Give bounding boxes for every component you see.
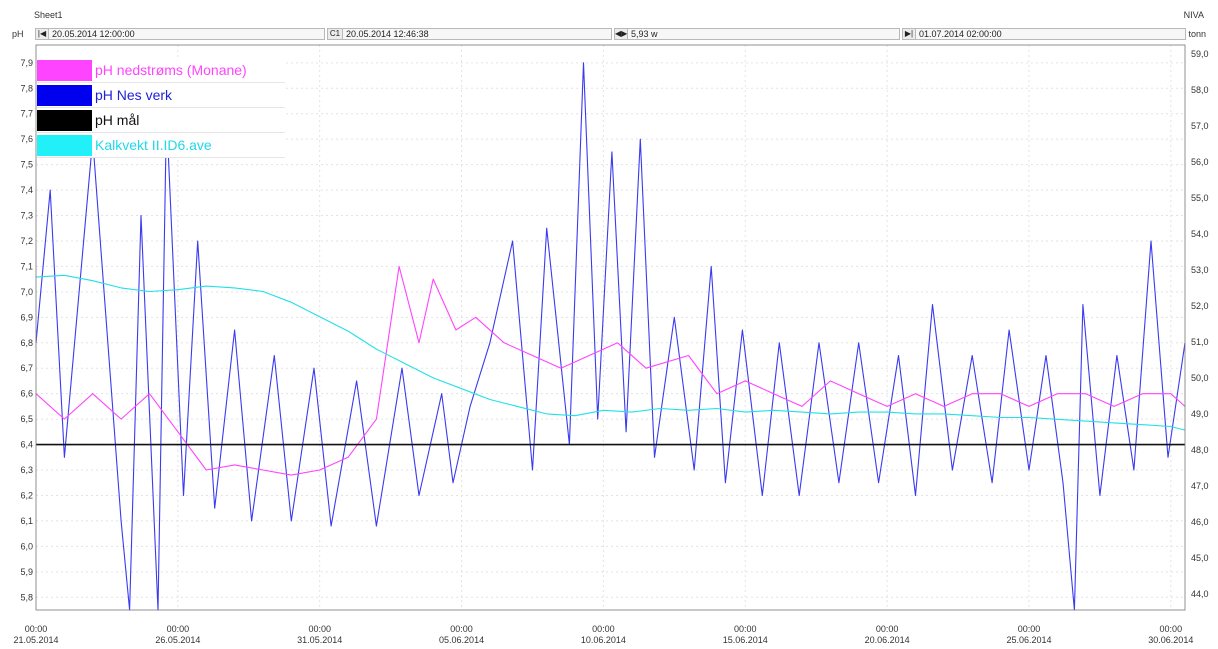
- y-left-tick-label: 7,8: [20, 83, 33, 93]
- start-time-value: 20.05.2014 12:00:00: [52, 29, 135, 39]
- x-tick-time: 00:00: [734, 624, 757, 634]
- right-axis-unit: tonn: [1188, 29, 1206, 39]
- legend-label: pH mål: [95, 112, 140, 128]
- x-tick-time: 00:00: [450, 624, 473, 634]
- x-tick-time: 00:00: [1160, 624, 1183, 634]
- legend-item[interactable]: Kalkvekt II.ID6.ave: [37, 133, 285, 158]
- y-right-tick-label: 51,0: [1191, 337, 1209, 347]
- cursor-time-field[interactable]: C1 20.05.2014 12:46:38: [327, 28, 612, 40]
- end-time-value: 01.07.2014 02:00:00: [919, 29, 1002, 39]
- x-tick-time: 00:00: [25, 624, 48, 634]
- brand-label: NIVA: [1183, 10, 1204, 20]
- legend-swatch: [37, 109, 92, 131]
- y-right-tick-label: 50,0: [1191, 373, 1209, 383]
- x-tick-date: 26.05.2014: [155, 635, 200, 645]
- x-tick-date: 30.06.2014: [1148, 635, 1193, 645]
- y-right-tick-label: 49,0: [1191, 409, 1209, 419]
- y-right-tick-label: 57,0: [1191, 121, 1209, 131]
- x-tick-time: 00:00: [308, 624, 331, 634]
- y-left-tick-label: 6,8: [20, 338, 33, 348]
- legend-label: Kalkvekt II.ID6.ave: [95, 137, 212, 153]
- x-tick-date: 21.05.2014: [13, 635, 58, 645]
- legend-swatch: [37, 134, 92, 156]
- end-time-field[interactable]: ▶| 01.07.2014 02:00:00: [902, 28, 1186, 40]
- top-bar: Sheet1 NIVA: [0, 0, 1218, 28]
- legend-swatch: [37, 59, 92, 81]
- x-tick-date: 05.06.2014: [439, 635, 484, 645]
- y-right-tick-label: 46,0: [1191, 517, 1209, 527]
- legend-item[interactable]: pH Nes verk: [37, 83, 285, 108]
- series-line-ph-nedstroms: [35, 265, 1186, 476]
- y-left-tick-label: 7,9: [20, 58, 33, 68]
- x-axis-ticks: 00:0021.05.201400:0026.05.201400:0031.05…: [13, 624, 1193, 645]
- y-right-tick-label: 55,0: [1191, 193, 1209, 203]
- y-left-tick-label: 5,9: [20, 567, 33, 577]
- span-value: 5,93 w: [631, 29, 658, 39]
- y-right-tick-label: 56,0: [1191, 157, 1209, 167]
- y-left-tick-label: 6,3: [20, 465, 33, 475]
- y-right-tick-label: 59,0: [1191, 49, 1209, 59]
- y-left-tick-label: 7,2: [20, 236, 33, 246]
- x-tick-time: 00:00: [592, 624, 615, 634]
- y-left-tick-label: 6,6: [20, 389, 33, 399]
- legend-item[interactable]: pH mål: [37, 108, 285, 133]
- start-time-field[interactable]: |◀ 20.05.2014 12:00:00: [35, 28, 325, 40]
- x-tick-date: 25.06.2014: [1006, 635, 1051, 645]
- legend-label: pH Nes verk: [95, 87, 173, 103]
- y-left-tick-label: 5,8: [20, 592, 33, 602]
- y-left-tick-label: 6,9: [20, 312, 33, 322]
- y-left-tick-label: 7,4: [20, 185, 33, 195]
- legend: pH nedstrøms (Monane) pH Nes verk pH mål…: [37, 58, 285, 158]
- cursor-time-value: 20.05.2014 12:46:38: [346, 29, 429, 39]
- skip-start-icon[interactable]: |◀: [36, 29, 49, 39]
- left-axis-ticks: 5,8 5,9 6,0 6,1 6,2 6,3 6,4 6,5 6,6 6,7 6,8 6,9 7,0 7…: [20, 58, 33, 602]
- y-left-tick-label: 6,1: [20, 516, 33, 526]
- y-right-tick-label: 54,0: [1191, 229, 1209, 239]
- time-control-bar: pH |◀ 20.05.2014 12:00:00 C1 20.05.2014 …: [0, 28, 1218, 42]
- y-right-tick-label: 52,0: [1191, 301, 1209, 311]
- x-tick-date: 15.06.2014: [723, 635, 768, 645]
- y-left-tick-label: 6,4: [20, 440, 33, 450]
- y-left-tick-label: 7,7: [20, 109, 33, 119]
- y-left-tick-label: 6,7: [20, 363, 33, 373]
- y-left-tick-label: 7,3: [20, 211, 33, 221]
- skip-end-icon[interactable]: ▶|: [903, 29, 916, 39]
- y-right-tick-label: 53,0: [1191, 265, 1209, 275]
- legend-label: pH nedstrøms (Monane): [95, 62, 247, 78]
- left-axis-unit: pH: [12, 29, 24, 39]
- x-tick-date: 10.06.2014: [581, 635, 626, 645]
- legend-item[interactable]: pH nedstrøms (Monane): [37, 58, 285, 83]
- y-left-tick-label: 7,0: [20, 287, 33, 297]
- x-tick-date: 31.05.2014: [297, 635, 342, 645]
- x-tick-date: 20.06.2014: [865, 635, 910, 645]
- x-tick-time: 00:00: [876, 624, 899, 634]
- y-left-tick-label: 6,5: [20, 414, 33, 424]
- series-line-kalkvekt: [35, 274, 1186, 431]
- y-right-tick-label: 48,0: [1191, 445, 1209, 455]
- span-arrows-icon[interactable]: ◀▶: [615, 29, 628, 39]
- y-left-tick-label: 7,6: [20, 134, 33, 144]
- sheet-title: Sheet1: [34, 10, 63, 20]
- x-tick-time: 00:00: [167, 624, 190, 634]
- y-right-tick-label: 47,0: [1191, 481, 1209, 491]
- right-axis-ticks: 44,0 45,0 46,0 47,0 48,0 49,0 50,0 51,0 52,0 53,0…: [1191, 49, 1209, 599]
- y-left-tick-label: 6,0: [20, 541, 33, 551]
- y-right-tick-label: 58,0: [1191, 85, 1209, 95]
- span-field[interactable]: ◀▶ 5,93 w: [614, 28, 900, 40]
- y-left-tick-label: 7,1: [20, 261, 33, 271]
- legend-swatch: [37, 84, 92, 106]
- y-right-tick-label: 44,0: [1191, 589, 1209, 599]
- y-left-tick-label: 6,2: [20, 490, 33, 500]
- x-tick-time: 00:00: [1018, 624, 1041, 634]
- y-right-tick-label: 45,0: [1191, 553, 1209, 563]
- y-left-tick-label: 7,5: [20, 160, 33, 170]
- cursor-label: C1: [328, 29, 343, 39]
